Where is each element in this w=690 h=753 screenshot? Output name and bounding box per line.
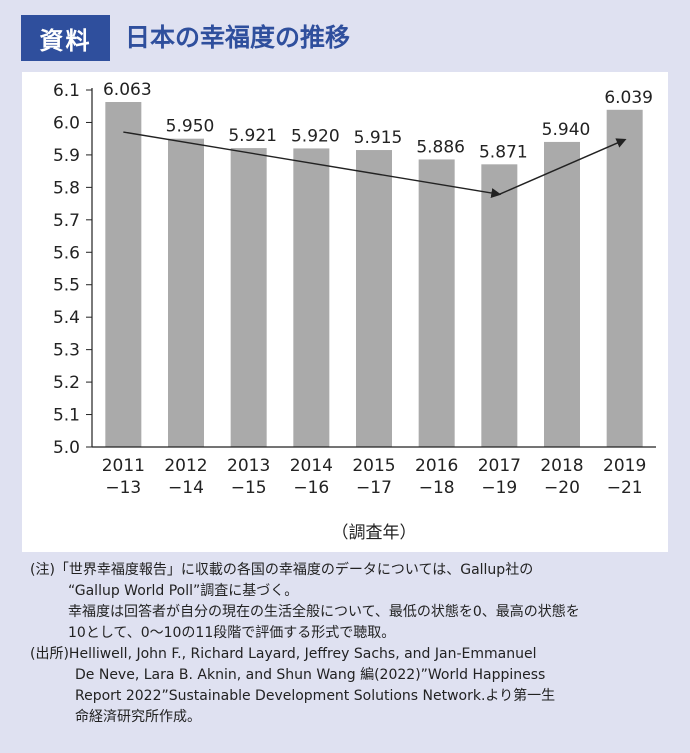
chart-panel: 5.0 5.1 5.2 5.3 5.4 5.5 5.6 5.7 5.8 5.9 6.0 6.1 2011…: [22, 72, 668, 552]
x-tick-label-sub: −17: [356, 478, 392, 498]
data-label: 6.063: [103, 80, 152, 100]
x-tick-label-sub: −20: [544, 478, 580, 498]
bar-0: [105, 102, 142, 447]
x-tick-label-sub: −19: [481, 478, 517, 498]
data-label: 5.915: [354, 128, 403, 148]
page-title: 日本の幸福度の推移: [125, 23, 351, 52]
source-badge: 資料: [21, 15, 110, 61]
footnotes: (注)「世界幸福度報告」に収載の各国の幸福度のデータについては、Gallup社の…: [30, 560, 675, 728]
x-tick-label: 2011: [102, 456, 145, 476]
x-tick-label-sub: −16: [293, 478, 329, 498]
x-tick-label-sub: −21: [607, 478, 643, 498]
note-line: 幸福度は回答者が自分の現在の生活全般について、最低の状態を0、最高の状態を: [68, 604, 580, 620]
x-tick-label-sub: −18: [419, 478, 455, 498]
data-label: 5.921: [228, 126, 277, 146]
y-tick-label: 5.8: [53, 178, 80, 198]
source-line: 命経済研究所作成。: [75, 709, 201, 725]
x-axis-title: （調査年）: [332, 523, 417, 543]
bar-chart: 5.0 5.1 5.2 5.3 5.4 5.5 5.6 5.7 5.8 5.9 6.0 6.1 2011…: [53, 80, 656, 543]
x-tick-label: 2015: [352, 456, 395, 476]
bar-1: [168, 138, 204, 447]
source-line: De Neve, Lara B. Aknin, and Shun Wang 編(…: [75, 667, 546, 683]
source-line: Report 2022”Sustainable Development Solu…: [75, 688, 556, 704]
x-tick-label: 2016: [415, 456, 458, 476]
bar-5: [418, 159, 455, 447]
x-tick-label-sub: −15: [231, 478, 267, 498]
note-line: “Gallup World Poll”調査に基づく。: [68, 583, 299, 599]
data-label: 5.940: [542, 120, 591, 140]
y-tick-label: 5.3: [53, 341, 80, 361]
bar-7: [544, 141, 580, 447]
data-label: 5.886: [416, 137, 465, 157]
x-tick-label: 2014: [290, 456, 333, 476]
note-line: (注)「世界幸福度報告」に収載の各国の幸福度のデータについては、Gallup社の: [30, 562, 534, 578]
data-label: 5.871: [479, 142, 528, 162]
x-tick-label: 2017: [478, 456, 521, 476]
data-label: 5.920: [291, 126, 340, 146]
x-tick-label: 2013: [227, 456, 270, 476]
trend-arrow: [499, 138, 627, 195]
y-tick-label: 5.1: [53, 406, 80, 426]
y-tick-label: 5.5: [53, 276, 80, 296]
y-tick-label: 5.0: [53, 438, 80, 458]
y-tick-label: 5.6: [53, 243, 80, 263]
y-tick-label: 5.4: [53, 308, 80, 328]
header: 資料 日本の幸福度の推移: [21, 15, 671, 61]
source-line: (出所)Helliwell, John F., Richard Layard, …: [30, 646, 537, 662]
x-tick-label: 2012: [164, 456, 207, 476]
bar-6: [481, 164, 518, 447]
x-tick-label-sub: −13: [105, 478, 141, 498]
y-tick-label: 5.9: [53, 146, 80, 166]
bar-8: [606, 109, 643, 447]
x-tick-label-sub: −14: [168, 478, 204, 498]
bar-4: [356, 150, 392, 448]
x-tick-label: 2019: [603, 456, 646, 476]
bar-3: [293, 148, 330, 447]
trend-arrow: [123, 131, 502, 198]
y-tick-label: 5.2: [53, 373, 80, 393]
bar-2: [230, 148, 267, 447]
note-line: 10として、0〜10の11段階で評価する形式で聴取。: [68, 625, 396, 641]
x-tick-label: 2018: [540, 456, 583, 476]
data-label: 5.950: [166, 117, 215, 137]
data-label: 6.039: [604, 88, 653, 108]
y-tick-label: 6.1: [53, 81, 80, 101]
y-tick-label: 5.7: [53, 211, 80, 231]
y-tick-label: 6.0: [53, 113, 80, 133]
